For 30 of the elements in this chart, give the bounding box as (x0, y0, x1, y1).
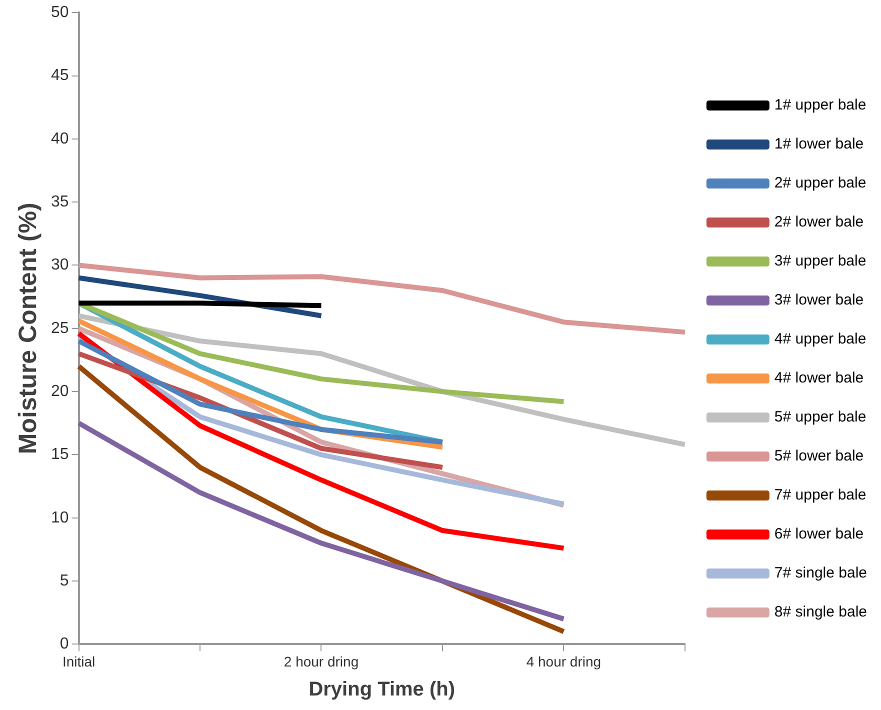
y-tick-label: 25 (51, 320, 69, 337)
legend-label: 3# upper bale (774, 252, 866, 270)
y-tick-label: 30 (51, 256, 69, 274)
legend-label: 4# upper bale (774, 330, 866, 348)
legend-label: 4# lower bale (774, 370, 864, 387)
legend-label: 2# lower bale (774, 214, 864, 231)
legend-label: 6# lower bale (774, 526, 864, 543)
y-tick-label: 5 (60, 572, 69, 590)
legend-label: 5# upper bale (774, 408, 866, 426)
y-tick-label: 50 (51, 4, 69, 22)
legend-label: 1# lower bale (774, 136, 864, 153)
x-axis-title: Drying Time (h) (308, 678, 456, 701)
legend-label: 2# upper bale (774, 174, 866, 192)
y-tick-label: 20 (51, 382, 69, 400)
y-axis-title: Moisture Content (%) (14, 202, 42, 454)
legend-label: 7# single bale (774, 564, 868, 582)
y-tick-label: 40 (51, 130, 69, 148)
y-tick-label: 0 (60, 636, 69, 653)
legend-label: 7# upper bale (774, 486, 866, 504)
legend-label: 5# lower bale (774, 448, 864, 465)
legend-label: 3# lower bale (774, 292, 864, 309)
y-tick-label: 10 (51, 509, 69, 526)
y-tick-label: 35 (51, 193, 69, 210)
legend-label: 1# upper bale (774, 96, 866, 114)
x-tick-label: 4 hour dring (526, 653, 602, 670)
legend-label: 8# single bale (774, 604, 868, 621)
y-tick-label: 45 (51, 67, 69, 84)
y-tick-label: 15 (51, 446, 69, 464)
x-tick-label: Initial (62, 653, 96, 670)
x-tick-label: 2 hour dring (284, 653, 359, 670)
